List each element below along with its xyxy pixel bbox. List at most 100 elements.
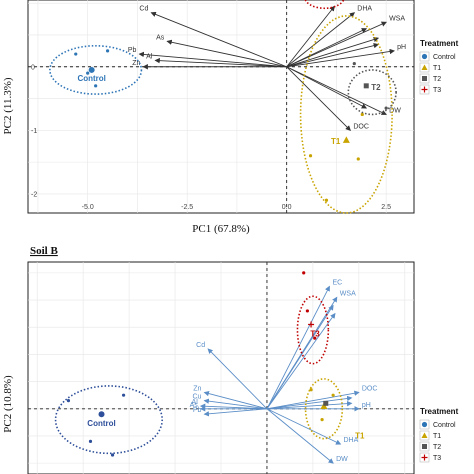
legend-label-t2: T2 xyxy=(433,76,441,83)
centroid-control xyxy=(98,411,105,418)
legend-label-t2: T2 xyxy=(433,444,441,451)
sample-point-control xyxy=(86,71,90,75)
loading-arrow-cu xyxy=(203,398,268,410)
loading-arrow-unlabeled xyxy=(266,395,353,410)
y-tick-label: 0 xyxy=(31,64,35,71)
legend-title: Treatment xyxy=(420,39,459,48)
loading-label-cd: Cd xyxy=(196,342,205,349)
legend-label-control: Control xyxy=(433,54,456,61)
loading-arrow-as xyxy=(166,39,287,68)
confidence-ellipse-t1 xyxy=(304,378,344,440)
loading-label-zn: Zn xyxy=(132,60,140,67)
loading-arrow-unlabeled xyxy=(266,400,353,410)
sample-point-t1 xyxy=(320,418,324,422)
legend-symbol-circle xyxy=(421,53,428,60)
loading-arrow-dha xyxy=(286,12,356,68)
loading-arrow-unlabeled xyxy=(266,312,336,410)
loading-label-dw: DW xyxy=(336,456,348,463)
sample-point-control xyxy=(74,52,78,56)
loading-arrow-pb xyxy=(203,408,267,417)
legend-symbol-plus xyxy=(421,454,428,461)
loading-arrow-zn xyxy=(203,390,268,410)
y-tick-label: -2 xyxy=(31,191,37,198)
loading-arrow-dw xyxy=(266,408,334,464)
sample-point-t3 xyxy=(305,309,309,313)
legend-top: Treatment Control T1 T2 T3 xyxy=(419,39,459,95)
sample-point-t3 xyxy=(313,336,317,340)
confidence-ellipse-control xyxy=(54,385,163,455)
loading-label-as: As xyxy=(156,34,165,41)
loading-label-cd: Cd xyxy=(139,6,148,13)
sample-point-t1 xyxy=(324,198,329,202)
loading-label-al: Al xyxy=(146,53,153,60)
loading-label-wsa: WSA xyxy=(389,15,405,22)
group-label-t1: T1 xyxy=(355,432,365,441)
sample-point-t1 xyxy=(356,157,360,161)
loading-label-ec: EC xyxy=(332,279,342,286)
group-label-control: Control xyxy=(87,419,115,428)
top-axis-ticks: -5.0 -2.5 0.0 2.5 -2 -1 0 xyxy=(31,64,391,211)
legend-label-t1: T1 xyxy=(433,433,441,440)
loading-arrow-dha xyxy=(266,408,342,445)
loading-label-wsa: WSA xyxy=(340,290,356,297)
loading-arrow-pb xyxy=(138,51,287,68)
sample-point-control xyxy=(88,439,93,443)
loading-label-dha: DHA xyxy=(343,437,358,444)
confidence-ellipse-control xyxy=(49,44,143,95)
loading-label-doc: DOC xyxy=(353,123,369,130)
loading-arrow-ph xyxy=(286,48,395,68)
legend-symbol-square xyxy=(422,76,427,81)
loading-arrow-ec xyxy=(266,285,330,409)
centroid-t3 xyxy=(308,321,315,328)
sample-point-control xyxy=(66,399,71,403)
group-label-t3: T3 xyxy=(310,330,320,339)
legend-symbol-triangle xyxy=(421,64,428,70)
sample-point-t3 xyxy=(302,271,306,275)
confidence-ellipse-t1 xyxy=(299,15,393,214)
x-tick-label: -2.5 xyxy=(181,204,193,211)
loading-arrow-doc xyxy=(266,390,360,410)
legend-title: Treatment xyxy=(420,407,459,416)
legend-symbol-circle xyxy=(421,421,428,428)
loading-arrow-cd xyxy=(207,348,268,410)
x-tick-label: -5.0 xyxy=(82,204,94,211)
top-loading-vectors: Cd As Pb Al Zn DHA WSA pH DW DOC xyxy=(128,5,406,131)
sample-point-control xyxy=(105,49,110,53)
loading-arrow-unlabeled xyxy=(286,36,380,68)
sample-point-control xyxy=(110,453,115,457)
loading-label-dw: DW xyxy=(389,107,401,114)
confidence-ellipse-t3 xyxy=(296,295,330,365)
group-label-t2: T2 xyxy=(371,83,381,92)
loading-arrow-doc xyxy=(286,66,351,131)
loading-arrow-cd xyxy=(150,11,287,68)
loading-label-ph: pH xyxy=(397,44,406,51)
legend-bottom: Treatment Control T1 T2 T3 xyxy=(419,407,459,463)
bottom-y-axis-title: PC2 (10.8%) xyxy=(2,375,14,433)
legend-label-control: Control xyxy=(433,422,456,429)
loading-arrow-unlabeled xyxy=(286,42,380,68)
loading-label-pb: Pb xyxy=(193,407,202,414)
loading-arrow-al xyxy=(199,403,267,410)
loading-arrow-al xyxy=(154,57,287,68)
legend-label-t1: T1 xyxy=(433,65,441,72)
sample-point-t1 xyxy=(309,388,313,392)
legend-symbol-square xyxy=(422,444,427,449)
loading-arrow-unlabeled xyxy=(286,66,368,109)
legend-symbol-triangle xyxy=(421,432,428,438)
confidence-ellipse-t3 xyxy=(304,0,345,10)
loading-label-cu: Cu xyxy=(193,394,202,401)
bottom-treatment-groups: Control T1 T3 xyxy=(54,271,365,457)
top-x-axis-title: PC1 (67.8%) xyxy=(192,223,250,235)
centroid-t1 xyxy=(342,136,350,143)
centroid-t2 xyxy=(363,83,369,89)
loading-label-as: As xyxy=(190,402,199,409)
sample-point-t1 xyxy=(308,154,313,158)
group-label-t1: T1 xyxy=(331,137,341,146)
top-biplot-panel: Cd As Pb Al Zn DHA WSA pH DW DOC Control T1 T2 -5.0… xyxy=(2,0,415,235)
loading-arrow-unlabeled xyxy=(286,5,335,68)
legend-label-t3: T3 xyxy=(433,87,441,94)
x-tick-label: 0.0 xyxy=(282,204,292,211)
top-y-axis-title: PC2 (11.3%) xyxy=(2,77,14,134)
